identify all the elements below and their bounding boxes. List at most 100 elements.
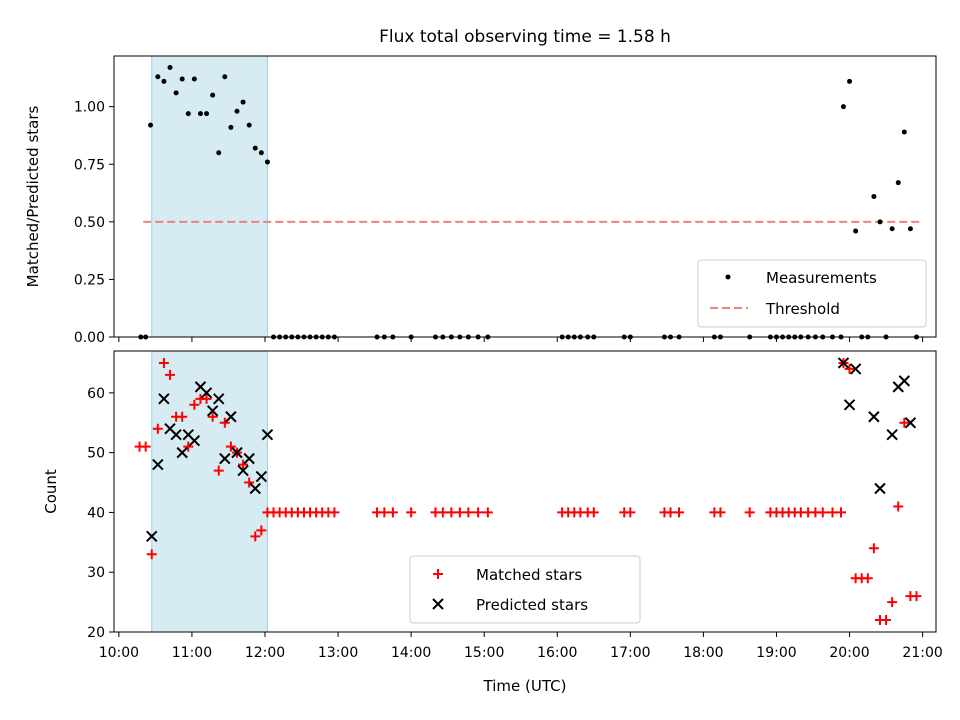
x-tick-label: 11:00: [172, 645, 212, 661]
matched-stars-point: [379, 507, 390, 518]
ratio-y-tick-label: 0.75: [74, 157, 105, 173]
matched-stars-point: [387, 507, 398, 518]
measurement-point: [234, 108, 240, 114]
measurement-point: [167, 65, 173, 71]
matched-stars-point: [446, 507, 457, 518]
ratio-legend-box: [697, 259, 927, 328]
x-axis-label: Time (UTC): [483, 677, 567, 695]
matched-stars-point: [588, 507, 599, 518]
predicted-stars-point: [158, 393, 170, 405]
matched-stars-point: [482, 507, 493, 518]
chart-title: Flux total observing time = 1.58 h: [379, 27, 671, 47]
measurement-point: [155, 74, 161, 80]
legend-predicted-marker: [432, 598, 444, 610]
measurement-point: [907, 226, 913, 232]
x-tick-label: 10:00: [99, 645, 139, 661]
measurement-point: [179, 76, 185, 82]
predicted-stars-point: [261, 428, 274, 441]
legend-matched-label: Matched stars: [476, 566, 582, 584]
ratio-y-axis-label: Matched/Predicted stars: [24, 106, 42, 288]
x-tick-label: 21:00: [902, 645, 942, 661]
predicted-stars-point: [200, 387, 213, 399]
predicted-stars-point: [898, 375, 911, 387]
legend-matched-marker: [433, 569, 443, 579]
measurement-point: [889, 226, 895, 232]
predicted-stars-point: [837, 357, 850, 369]
measurement-point: [161, 78, 167, 84]
measurement-point: [877, 219, 883, 225]
matched-stars-point: [463, 507, 474, 518]
matched-stars-point: [836, 507, 847, 518]
predicted-stars-point: [904, 417, 917, 429]
matched-stars-point: [250, 531, 261, 542]
matched-stars-point: [674, 507, 685, 518]
matched-stars-point: [201, 393, 212, 404]
predicted-stars-point: [243, 452, 255, 465]
count-legend-box: [409, 555, 641, 624]
count-y-tick-label: 40: [87, 505, 105, 521]
predicted-stars-point: [874, 482, 886, 495]
matched-stars-point: [827, 507, 838, 518]
predicted-stars-point: [237, 464, 249, 477]
measurement-point: [895, 180, 901, 186]
measurement-point: [216, 150, 222, 156]
matched-stars-point: [183, 441, 194, 452]
matched-stars-point: [140, 441, 151, 452]
predicted-stars-point: [255, 470, 268, 483]
legend-predicted-label: Predicted stars: [476, 596, 588, 614]
x-tick-label: 13:00: [318, 645, 358, 661]
x-tick-label: 17:00: [610, 645, 650, 661]
matched-stars-point: [893, 501, 904, 512]
predicted-stars-point: [188, 434, 201, 447]
x-tick-label: 15:00: [464, 645, 504, 661]
measurement-point: [173, 90, 179, 96]
matched-stars-point: [177, 411, 188, 422]
measurement-point: [210, 92, 216, 98]
matched-stars-point: [454, 507, 465, 518]
measurement-point: [197, 111, 203, 117]
matched-stars-point: [899, 417, 910, 428]
measurement-point: [264, 159, 270, 165]
predicted-stars-point: [225, 411, 237, 423]
ratio-y-tick-label: 0.50: [74, 215, 105, 231]
ratio-axes-frame: [113, 55, 937, 338]
ratio-y-tick-label: 1.00: [74, 100, 105, 116]
predicted-stars-point: [176, 446, 188, 459]
ratio-panel: 0.00 0.25 0.50 0.75 1.00 Matched/Predicted st…: [24, 55, 937, 346]
legend-measurements-label: Measurements: [766, 269, 877, 287]
matched-stars-point: [844, 363, 855, 374]
matched-stars-point: [881, 615, 892, 626]
predicted-stars-point: [219, 452, 231, 465]
measurement-point: [240, 99, 246, 105]
count-series-predicted-stars: [146, 357, 917, 543]
matched-stars-point: [238, 459, 249, 470]
measurement-point: [228, 124, 234, 130]
predicted-stars-point: [249, 482, 261, 495]
measurement-point: [204, 111, 210, 117]
matched-stars-point: [165, 369, 176, 380]
measurement-point: [246, 122, 252, 128]
count-y-tick-label: 20: [87, 625, 105, 641]
predicted-stars-point: [231, 446, 243, 459]
count-highlight-span: [151, 350, 268, 633]
x-tick-label: 18:00: [683, 645, 723, 661]
predicted-stars-point: [843, 399, 856, 411]
x-tick-label: 16:00: [537, 645, 577, 661]
matched-stars-point: [406, 507, 417, 518]
matched-stars-point: [213, 465, 224, 476]
count-y-tick-label: 30: [87, 565, 105, 581]
measurement-point: [252, 145, 258, 151]
predicted-stars-point: [213, 393, 225, 405]
predicted-stars-point: [152, 458, 164, 471]
measurement-point: [847, 78, 853, 84]
matched-stars-point: [817, 507, 828, 518]
matched-stars-point: [868, 543, 879, 554]
matched-stars-point: [437, 507, 448, 518]
count-y-axis-label: Count: [42, 469, 60, 514]
matched-stars-point: [225, 441, 236, 452]
matched-stars-point: [625, 507, 636, 518]
matched-stars-point: [256, 525, 267, 536]
matched-stars-point: [146, 549, 157, 560]
matched-stars-point: [911, 591, 922, 602]
